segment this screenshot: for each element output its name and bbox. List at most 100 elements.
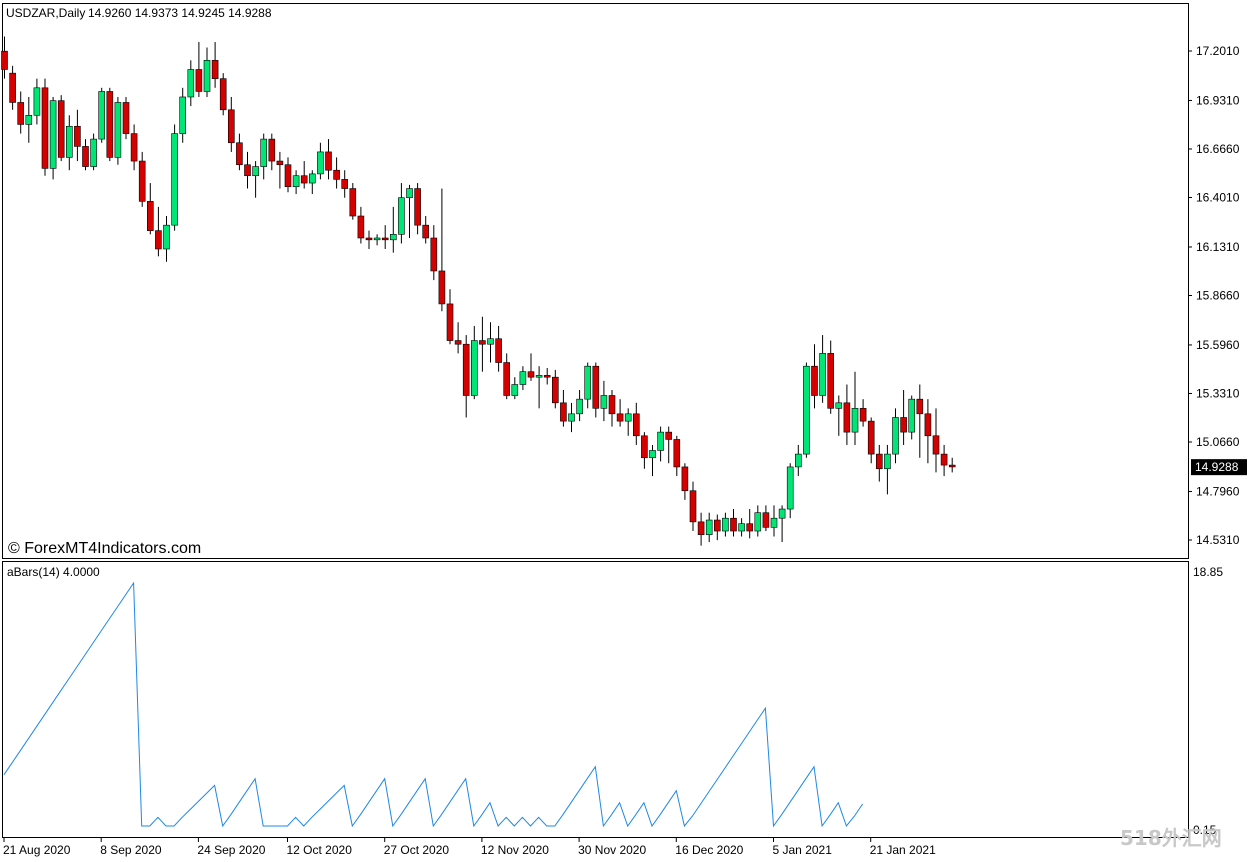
price-pane-frame xyxy=(2,3,1189,559)
candle xyxy=(25,96,33,143)
candle xyxy=(228,96,235,152)
candle-body xyxy=(649,450,656,459)
candle-body xyxy=(551,376,559,404)
time-tick-label: 24 Sep 2020 xyxy=(197,843,265,857)
candle-body xyxy=(438,270,446,305)
candle xyxy=(33,78,41,125)
candle-body xyxy=(657,431,664,451)
candle-body xyxy=(260,138,268,167)
price-tick-label: 15.3310 xyxy=(1196,386,1240,400)
candle-body xyxy=(738,523,745,532)
candle-body xyxy=(389,234,397,241)
candle-body xyxy=(406,188,413,198)
candle xyxy=(924,399,932,464)
candle-body xyxy=(203,60,211,92)
candle xyxy=(835,395,843,436)
candle-body xyxy=(1,50,8,70)
candle-body xyxy=(713,519,721,532)
candle xyxy=(203,47,211,97)
candle-body xyxy=(317,151,324,175)
candle-body xyxy=(9,72,16,103)
candle xyxy=(195,42,203,97)
price-tick-label: 17.2010 xyxy=(1196,44,1240,58)
time-tick-label: 8 Sep 2020 xyxy=(100,843,162,857)
time-tick-label: 27 Oct 2020 xyxy=(384,843,450,857)
candle-body xyxy=(236,142,243,166)
candle-body xyxy=(228,109,235,144)
candle xyxy=(147,183,154,235)
candle-body xyxy=(527,371,535,378)
candle xyxy=(811,344,818,409)
candle xyxy=(98,87,105,143)
candle xyxy=(171,124,178,231)
price-tick-label: 15.5960 xyxy=(1196,338,1240,352)
candle-body xyxy=(568,413,575,422)
candle-body xyxy=(454,340,462,345)
candle xyxy=(859,399,867,427)
candle-body xyxy=(462,343,470,396)
candle xyxy=(722,512,729,537)
current-price-tag: 14.9288 xyxy=(1191,459,1247,476)
candle-body xyxy=(195,69,203,92)
candle xyxy=(74,109,81,162)
candle xyxy=(600,380,608,422)
candle xyxy=(349,183,357,220)
candle xyxy=(665,426,673,464)
candle-body xyxy=(600,395,608,409)
price-tick-label: 16.4010 xyxy=(1196,191,1240,205)
candle-body xyxy=(875,453,883,470)
candle-body xyxy=(66,125,73,158)
candle xyxy=(57,95,65,162)
candle xyxy=(422,216,430,244)
candle xyxy=(746,509,754,539)
candle-body xyxy=(98,91,105,140)
time-tick-label: 12 Nov 2020 xyxy=(481,843,549,857)
candle-body xyxy=(244,164,251,177)
candle xyxy=(608,390,616,427)
candle xyxy=(163,216,170,262)
candle-body xyxy=(681,466,689,492)
candle xyxy=(244,151,251,189)
candle-body xyxy=(900,417,907,433)
candle-body xyxy=(219,78,227,111)
candle-body xyxy=(543,375,551,378)
candle-body xyxy=(373,237,381,241)
candle xyxy=(616,399,624,427)
candle xyxy=(819,335,826,403)
candle-body xyxy=(422,224,430,239)
candle-body xyxy=(495,338,502,363)
candle xyxy=(138,151,146,207)
candle-body xyxy=(924,413,932,437)
candle-body xyxy=(74,125,81,147)
candle-body xyxy=(106,91,114,158)
candle xyxy=(268,133,276,171)
candle xyxy=(568,402,575,433)
candle xyxy=(357,206,365,244)
candle xyxy=(252,161,259,198)
ohlc-readout: 14.9260 14.9373 14.9245 14.9288 xyxy=(88,6,272,20)
candle xyxy=(49,96,57,180)
candle xyxy=(511,377,519,400)
abars-indicator-line xyxy=(3,581,864,828)
candle xyxy=(300,161,308,189)
time-tick-label: 16 Dec 2020 xyxy=(675,843,743,857)
candle xyxy=(236,133,243,171)
candle xyxy=(389,206,397,253)
candle-body xyxy=(33,87,41,116)
candle-body xyxy=(49,100,57,169)
candle-body xyxy=(357,215,365,239)
candle-body xyxy=(892,417,899,455)
candle xyxy=(543,368,551,385)
candle xyxy=(632,402,640,445)
candle-body xyxy=(819,353,826,396)
time-tick-label: 5 Jan 2021 xyxy=(773,843,833,857)
candle xyxy=(730,509,737,537)
candle-body xyxy=(41,87,49,169)
candle xyxy=(892,408,899,464)
candle xyxy=(657,426,664,462)
candle-body xyxy=(803,365,810,455)
candle xyxy=(260,133,268,180)
candle xyxy=(106,87,114,162)
indicator-pane-frame xyxy=(2,561,1189,838)
